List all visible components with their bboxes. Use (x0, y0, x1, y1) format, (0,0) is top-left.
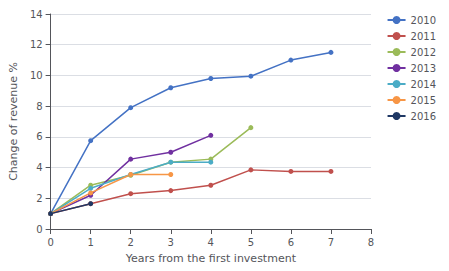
svg-text:7: 7 (328, 237, 334, 248)
svg-text:8: 8 (368, 237, 374, 248)
svg-text:Change of revenue %: Change of revenue % (7, 62, 20, 181)
svg-text:5: 5 (248, 237, 254, 248)
svg-text:2015: 2015 (411, 95, 436, 106)
svg-text:Years from the first investmen: Years from the first investment (125, 252, 297, 265)
svg-text:2: 2 (36, 193, 42, 204)
svg-text:2010: 2010 (411, 15, 436, 26)
svg-text:4: 4 (208, 237, 214, 248)
svg-text:6: 6 (36, 131, 42, 142)
svg-text:2014: 2014 (411, 79, 436, 90)
svg-text:10: 10 (30, 70, 43, 81)
svg-text:1: 1 (87, 237, 93, 248)
svg-text:2: 2 (128, 237, 134, 248)
svg-text:4: 4 (36, 162, 42, 173)
svg-text:12: 12 (30, 39, 43, 50)
svg-text:0: 0 (47, 237, 53, 248)
svg-text:0: 0 (36, 224, 42, 235)
svg-text:8: 8 (36, 101, 42, 112)
svg-text:14: 14 (30, 9, 43, 20)
svg-text:3: 3 (168, 237, 174, 248)
svg-text:2012: 2012 (411, 47, 436, 58)
svg-text:6: 6 (288, 237, 294, 248)
svg-text:2013: 2013 (411, 63, 436, 74)
svg-text:2011: 2011 (411, 31, 436, 42)
svg-text:2016: 2016 (411, 111, 436, 122)
